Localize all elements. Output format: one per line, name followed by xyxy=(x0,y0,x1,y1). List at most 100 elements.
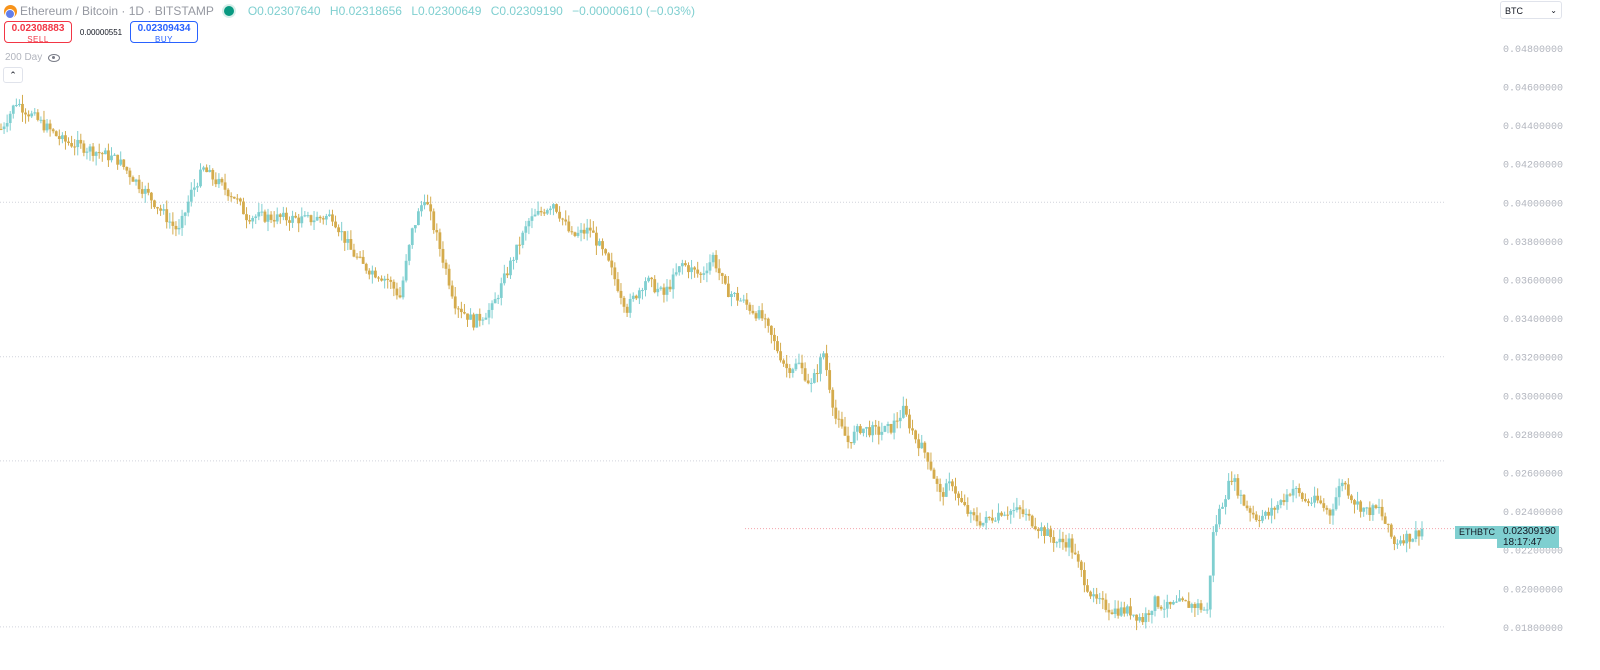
candle xyxy=(134,178,138,186)
candle xyxy=(809,378,813,393)
candle xyxy=(125,166,129,175)
candle xyxy=(561,217,565,226)
candle xyxy=(1291,480,1295,503)
candle xyxy=(862,428,865,437)
candle xyxy=(238,197,242,206)
y-tick-label: 0.02400000 xyxy=(1503,508,1563,519)
currency-select[interactable]: BTC ⌄ xyxy=(1500,1,1562,19)
candle xyxy=(453,287,457,315)
candle xyxy=(1076,550,1080,568)
candle xyxy=(806,373,810,385)
price-axis[interactable]: 0.04800000 0.04600000 0.04400000 0.04200000… xyxy=(1503,45,1563,635)
candle xyxy=(591,221,595,233)
candle xyxy=(1236,474,1240,499)
candle xyxy=(573,231,577,238)
candle xyxy=(1343,480,1347,490)
candle xyxy=(819,353,822,382)
candle xyxy=(285,207,288,226)
candle xyxy=(423,194,426,210)
candle xyxy=(472,312,476,331)
candle xyxy=(607,252,611,262)
candle xyxy=(39,116,43,124)
candle xyxy=(229,192,233,202)
candle xyxy=(1027,509,1031,521)
y-tick-label: 0.02600000 xyxy=(1503,469,1563,480)
candle xyxy=(1368,501,1372,521)
candle xyxy=(791,367,795,378)
candle xyxy=(917,433,921,457)
candle xyxy=(1003,511,1007,517)
candle xyxy=(1402,534,1405,546)
candle xyxy=(450,280,454,299)
candle xyxy=(981,522,985,528)
candle xyxy=(380,275,383,282)
candle xyxy=(1261,509,1264,524)
candle xyxy=(631,292,635,302)
candle xyxy=(730,291,733,307)
candle xyxy=(564,210,568,226)
candle xyxy=(1224,494,1227,515)
candle xyxy=(1411,538,1415,543)
candle xyxy=(963,494,967,507)
candle xyxy=(1218,504,1221,528)
candle xyxy=(779,342,782,363)
candle xyxy=(760,303,764,322)
eth-btc-logo-icon xyxy=(4,4,17,19)
candle xyxy=(1294,486,1298,499)
candle xyxy=(1147,609,1151,622)
candle xyxy=(1408,533,1412,549)
candle xyxy=(404,254,408,283)
candle xyxy=(162,204,166,215)
candle xyxy=(865,426,868,438)
candle xyxy=(825,344,828,376)
candle xyxy=(1267,507,1270,520)
close-value: C0.02309190 xyxy=(490,4,563,18)
candle xyxy=(297,213,301,233)
candle xyxy=(82,140,86,157)
candle xyxy=(923,441,927,459)
candle xyxy=(1270,498,1274,524)
candle xyxy=(1159,605,1163,611)
eye-icon[interactable] xyxy=(48,53,61,62)
buy-button[interactable]: 0.02309434 BUY xyxy=(130,21,198,44)
candle xyxy=(647,275,650,283)
candle xyxy=(634,294,638,301)
candle xyxy=(288,216,291,231)
candle xyxy=(858,423,862,435)
trade-panel: 0.02308883 SELL 0.00000551 0.02309434 BU… xyxy=(4,21,198,44)
candle xyxy=(733,292,736,298)
candle xyxy=(30,110,34,118)
candle xyxy=(205,164,209,173)
candle xyxy=(410,227,414,249)
candle xyxy=(1325,505,1329,515)
symbol-title[interactable]: Ethereum / Bitcoin · 1D · BITSTAMP xyxy=(20,4,214,18)
candle xyxy=(478,308,482,327)
candle xyxy=(386,273,390,289)
candle xyxy=(1104,593,1108,613)
candle xyxy=(1119,601,1123,617)
candle xyxy=(1405,530,1409,553)
candle xyxy=(653,275,657,294)
candle xyxy=(717,259,721,281)
indicator-label[interactable]: 200 Day xyxy=(5,52,43,63)
candle xyxy=(1279,499,1283,509)
candle xyxy=(542,208,546,217)
candle xyxy=(871,421,875,443)
chevron-up-icon: ⌃ xyxy=(9,70,17,80)
sell-button[interactable]: 0.02308883 SELL xyxy=(4,21,72,44)
candle xyxy=(684,260,687,267)
candle xyxy=(211,168,215,186)
candle xyxy=(656,282,660,297)
candle xyxy=(14,98,18,108)
candle xyxy=(131,175,135,182)
candle xyxy=(70,135,73,148)
candle xyxy=(889,423,893,435)
candle xyxy=(800,354,804,375)
collapse-legend-button[interactable]: ⌃ xyxy=(3,67,23,83)
indicator-legend: 200 Day xyxy=(5,52,61,63)
candle xyxy=(242,197,245,215)
candle xyxy=(1328,508,1332,525)
candle xyxy=(367,268,371,280)
candle xyxy=(100,151,104,162)
